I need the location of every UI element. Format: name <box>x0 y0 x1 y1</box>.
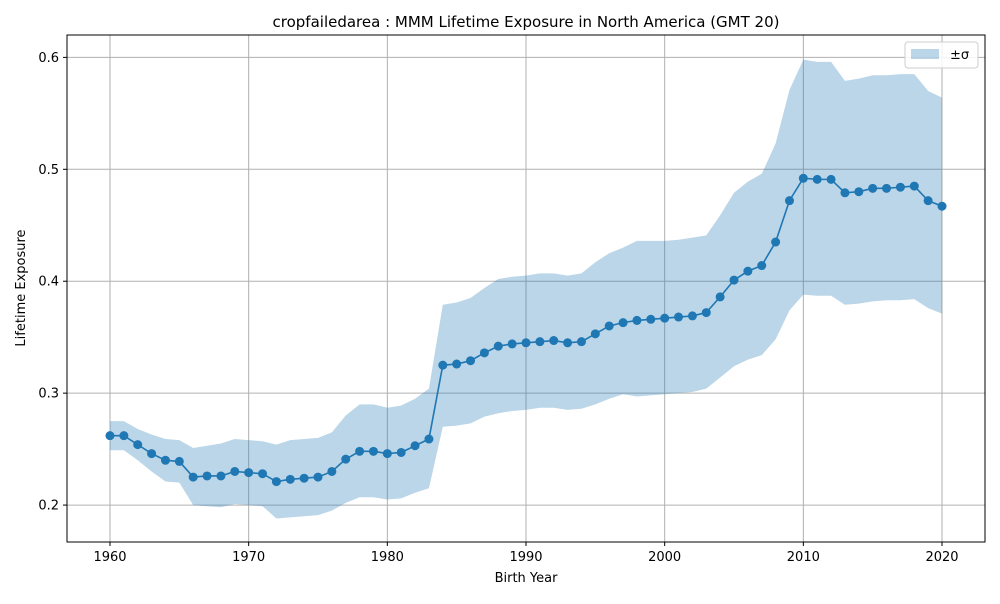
data-point <box>854 187 864 197</box>
data-point <box>147 449 157 459</box>
data-point <box>868 183 878 193</box>
data-point <box>396 447 406 457</box>
data-point <box>674 312 684 322</box>
x-axis-ticks: 1960 1970 1980 1990 2000 2010 2020 <box>93 542 959 565</box>
data-point <box>937 201 947 211</box>
data-point <box>701 308 711 318</box>
legend-swatch <box>911 49 939 59</box>
x-tick-label: 1990 <box>509 550 542 565</box>
data-point <box>271 477 281 487</box>
data-point <box>202 471 212 481</box>
data-point <box>618 318 628 328</box>
data-point <box>563 338 573 348</box>
mean-series <box>105 173 947 487</box>
data-point <box>105 431 115 441</box>
data-point <box>521 338 531 348</box>
data-point <box>174 456 184 466</box>
data-point <box>798 173 808 183</box>
x-tick-label: 2020 <box>925 550 958 565</box>
data-point <box>493 341 503 351</box>
data-point <box>882 183 892 193</box>
data-point <box>715 292 725 302</box>
data-point <box>784 196 794 206</box>
x-tick-label: 1970 <box>232 550 265 565</box>
x-tick-label: 1960 <box>93 550 126 565</box>
data-point <box>230 466 240 476</box>
legend-box <box>904 41 979 69</box>
data-point <box>216 471 226 481</box>
data-point <box>341 454 351 464</box>
data-point <box>909 181 919 191</box>
data-point <box>812 174 822 184</box>
data-point <box>507 339 517 349</box>
data-point <box>285 474 295 484</box>
data-point <box>382 449 392 459</box>
data-point <box>549 336 559 346</box>
data-point <box>923 196 933 206</box>
y-tick-label: 0.2 <box>38 499 59 514</box>
y-tick-label: 0.6 <box>38 51 59 66</box>
legend-label: ±σ <box>950 48 969 63</box>
data-point <box>535 337 545 347</box>
x-tick-label: 2010 <box>787 550 820 565</box>
data-point <box>660 313 670 323</box>
data-point <box>368 446 378 456</box>
data-point <box>452 359 462 369</box>
data-point <box>687 311 697 321</box>
data-point <box>729 275 739 285</box>
data-point <box>466 356 476 366</box>
data-point <box>771 237 781 247</box>
y-axis-ticks: 0.2 0.3 0.4 0.5 0.6 <box>38 51 67 514</box>
data-point <box>826 174 836 184</box>
data-point <box>424 434 434 444</box>
x-axis-label: Birth Year <box>495 571 559 586</box>
data-point <box>438 360 448 370</box>
data-point <box>313 472 323 482</box>
x-tick-label: 2000 <box>648 550 681 565</box>
legend: ±σ <box>904 41 979 69</box>
data-point <box>119 431 129 441</box>
chart-title: cropfailedarea : MMM Lifetime Exposure i… <box>273 13 780 31</box>
y-tick-label: 0.5 <box>38 163 59 178</box>
data-point <box>479 348 489 358</box>
data-point <box>410 441 420 451</box>
data-point <box>160 455 170 465</box>
data-point <box>355 446 365 456</box>
data-point <box>895 182 905 192</box>
x-tick-label: 1980 <box>371 550 404 565</box>
y-tick-label: 0.4 <box>38 275 59 290</box>
data-point <box>646 314 656 324</box>
data-point <box>604 321 614 331</box>
data-point <box>590 329 600 339</box>
data-point <box>576 337 586 347</box>
sigma-band <box>109 59 943 519</box>
data-point <box>258 469 268 479</box>
data-point <box>632 315 642 325</box>
data-point <box>840 188 850 198</box>
y-tick-label: 0.3 <box>38 387 59 402</box>
data-point <box>133 440 143 450</box>
data-point <box>299 473 309 483</box>
data-point <box>743 266 753 276</box>
grid <box>67 35 985 542</box>
data-point <box>327 466 337 476</box>
data-point <box>244 468 254 478</box>
y-axis-label: Lifetime Exposure <box>14 229 29 346</box>
data-point <box>757 261 767 271</box>
sigma-band-area <box>109 59 943 519</box>
data-point <box>188 472 198 482</box>
